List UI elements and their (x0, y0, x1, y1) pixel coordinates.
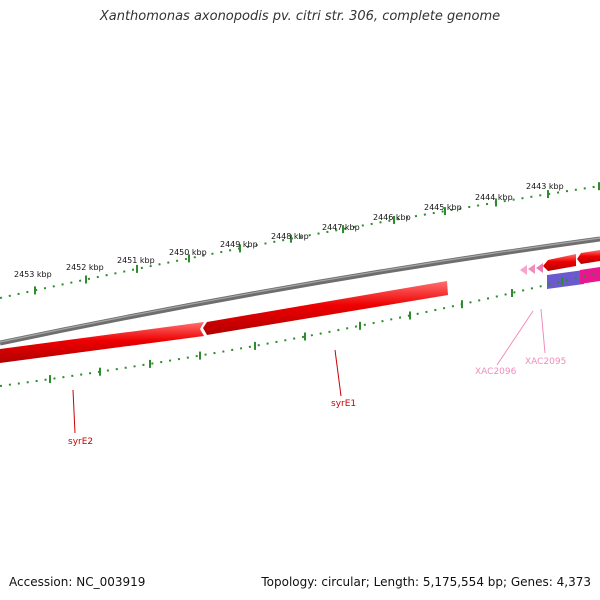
forward-gene-arrow (543, 254, 576, 271)
tick-label: 2453 kbp (14, 270, 52, 279)
syrE2-leader-line (72, 389, 76, 434)
gene-syrE1 (203, 281, 448, 335)
tRNA-arrow (520, 265, 527, 275)
tick-label: 2445 kbp (424, 203, 462, 212)
tick-label: 2443 kbp (526, 182, 564, 191)
genome-backbone-highlight (0, 237, 600, 343)
forward-gene-arrow (577, 250, 600, 264)
gene-syrE2 (0, 322, 204, 363)
misc-feature-magenta (580, 267, 600, 284)
tick-label: 2444 kbp (475, 193, 513, 202)
misc-feature-purple (547, 270, 584, 289)
gene-label-XAC2095: XAC2095 (525, 357, 566, 367)
tick-label: 2446 kbp (373, 213, 411, 222)
tick-label: 2451 kbp (117, 256, 155, 265)
gene-label-syrE2: syrE2 (68, 437, 93, 447)
scale-tick-labels: 2453 kbp 2452 kbp 2451 kbp 2450 kbp 2449… (14, 182, 564, 279)
outer-tick-ring (0, 185, 600, 299)
genome-summary: Topology: circular; Length: 5,175,554 bp… (261, 575, 591, 589)
tick-label: 2450 kbp (169, 248, 207, 257)
XAC2096-leader-line (496, 310, 534, 366)
syrE1-leader-line (334, 349, 342, 397)
inner-ring-major-ticks (49, 277, 563, 384)
tick-label: 2447 kbp (322, 223, 360, 232)
genome-backbone (0, 236, 600, 346)
accession-label: Accession: NC_003919 (9, 575, 146, 589)
XAC2095-leader-line (540, 308, 546, 354)
tRNA-arrow (536, 263, 543, 273)
gene-label-XAC2096: XAC2096 (475, 367, 517, 377)
map-title: Xanthomonas axonopodis pv. citri str. 30… (99, 9, 501, 24)
tick-label: 2448 kbp (271, 232, 309, 241)
tRNA-arrow (528, 264, 535, 274)
tick-label: 2449 kbp (220, 240, 258, 249)
scale-major-ticks (34, 182, 600, 295)
tick-label: 2452 kbp (66, 263, 104, 272)
gene-label-syrE1: syrE1 (331, 399, 356, 409)
